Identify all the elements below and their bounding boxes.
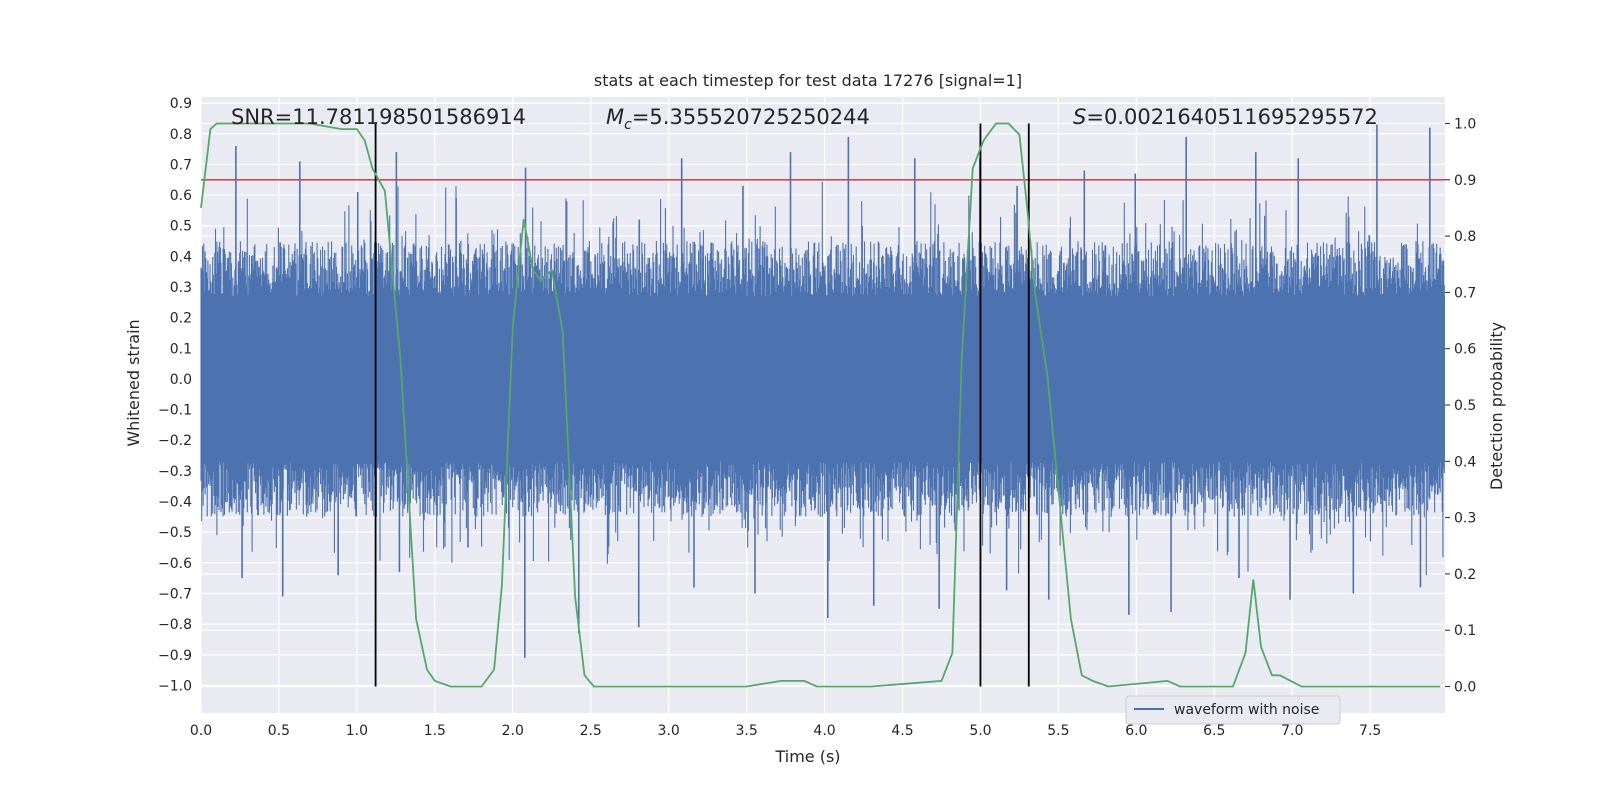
y-tick-label: 0.8 [170,127,192,143]
y2-tick-label: 0.0 [1454,680,1476,696]
s-annotation-symbol: S [1073,105,1086,129]
y2-tick-label: 0.4 [1454,454,1476,470]
y2-tick-label: 0.9 [1454,173,1476,189]
y-tick-label: 0.0 [170,372,192,388]
y2-tick-label: 0.1 [1454,623,1476,639]
y-tick-label: −0.3 [158,464,192,480]
y-tick-label: −0.8 [158,617,192,633]
chirp-mass-subscript: c [624,117,632,133]
s-annotation: S=0.0021640511695295572 [1073,105,1378,129]
y2-tick-label: 0.8 [1454,229,1476,245]
x-tick-label: 4.0 [813,723,835,739]
x-tick-label: 0.0 [190,723,212,739]
x-tick-label: 6.5 [1203,723,1225,739]
snr-annotation-prefix: SNR [231,105,275,129]
y2-tick-label: 0.6 [1454,342,1476,358]
y-tick-label: 0.7 [170,157,192,173]
x-axis-title: Time (s) [774,747,840,766]
y2-tick-label: 0.3 [1454,511,1476,527]
x-tick-label: 2.0 [502,723,524,739]
x-tick-label: 1.5 [424,723,446,739]
snr-annotation: SNR=11.781198501586914 [231,105,526,129]
y-tick-label: 0.3 [170,280,192,296]
y-tick-label: −1.0 [158,678,192,694]
x-tick-label: 7.0 [1281,723,1303,739]
y-tick-label: 0.5 [170,219,192,235]
y2-tick-label: 1.0 [1454,116,1476,132]
x-tick-label: 3.0 [658,723,680,739]
x-tick-label: 2.5 [580,723,602,739]
y-axis-right: 1.0 0.9 0.8 0.7 0.6 0.5 0.4 0.3 0.2 0.1 0.0 [1445,116,1476,696]
chirp-mass-value: =5.355520725250244 [632,105,870,129]
y-tick-label: −0.5 [158,525,192,541]
y2-axis-title: Detection probability [1487,322,1506,490]
y2-tick-label: 0.2 [1454,567,1476,583]
y-tick-label: 0.2 [170,311,192,327]
y-tick-label: 0.4 [170,249,192,265]
waveform-series [200,124,1445,658]
x-tick-label: 0.5 [268,723,290,739]
probability-line [200,122,1441,688]
y-tick-label: −0.1 [158,403,192,419]
legend-label: waveform with noise [1174,702,1319,718]
y-tick-label: 0.6 [170,188,192,204]
chirp-mass-annotation: Mc=5.355520725250244 [606,105,870,133]
x-tick-label: 7.5 [1359,723,1381,739]
x-tick-label: 1.0 [346,723,368,739]
waveform-core [201,296,1445,462]
x-tick-label: 4.5 [891,723,913,739]
legend: waveform with noise [1125,695,1341,725]
x-tick-label: 5.5 [1047,723,1069,739]
plot-content [200,122,1445,688]
y-tick-label: 0.1 [170,341,192,357]
snr-annotation-value: =11.781198501586914 [275,105,526,129]
y-tick-label: −0.6 [158,556,192,572]
y-tick-label: −0.7 [158,586,192,602]
y-axis-title: Whitened strain [124,319,143,446]
y-tick-label: −0.9 [158,648,192,664]
y-tick-label: −0.2 [158,433,192,449]
y2-tick-label: 0.5 [1454,398,1476,414]
chart-title: stats at each timestep for test data 172… [594,71,1022,90]
y-tick-label: −0.4 [158,495,192,511]
x-tick-label: 3.5 [735,723,757,739]
x-axis: 0.0 0.5 1.0 1.5 2.0 2.5 3.0 3.5 4.0 4.5 5.0 5.5 6.0 6… [190,723,1381,739]
s-annotation-value: =0.0021640511695295572 [1086,105,1378,129]
y-axis-left: 0.9 0.8 0.7 0.6 0.5 0.4 0.3 0.2 0.1 0.0 −0.1 −0.2 −0… [158,96,192,694]
chirp-mass-symbol: M [606,105,624,129]
y-tick-label: 0.9 [170,96,192,112]
x-tick-label: 5.0 [969,723,991,739]
y2-tick-label: 0.7 [1454,285,1476,301]
x-tick-label: 6.0 [1125,723,1147,739]
legend-box [1125,695,1341,725]
